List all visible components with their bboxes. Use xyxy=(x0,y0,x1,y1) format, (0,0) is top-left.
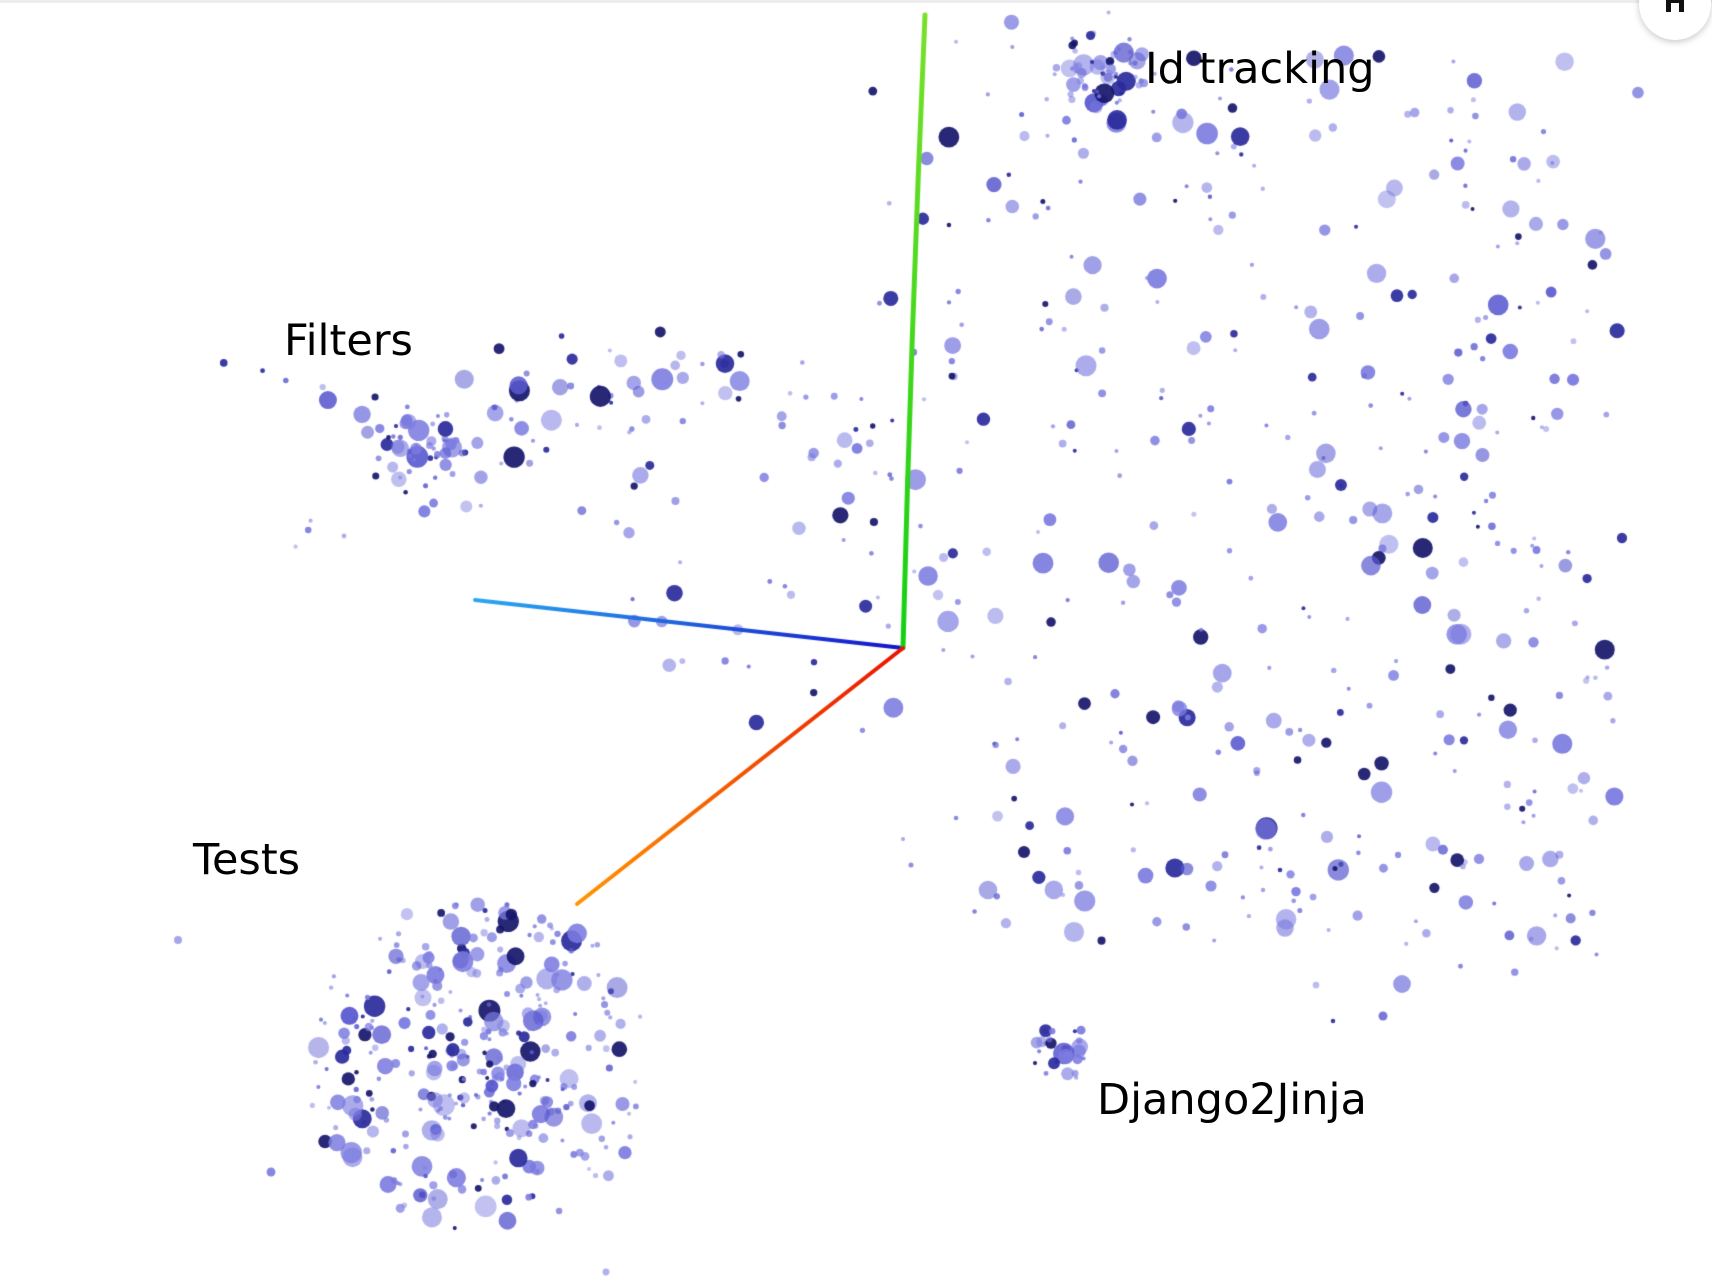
cluster-label-id-tracking: Id tracking xyxy=(1145,44,1375,94)
cluster-label-django2jinja: Django2Jinja xyxy=(1097,1075,1367,1125)
home-icon xyxy=(1658,0,1692,13)
cluster-label-filters: Filters xyxy=(284,316,413,366)
cluster-label-tests: Tests xyxy=(193,835,301,885)
